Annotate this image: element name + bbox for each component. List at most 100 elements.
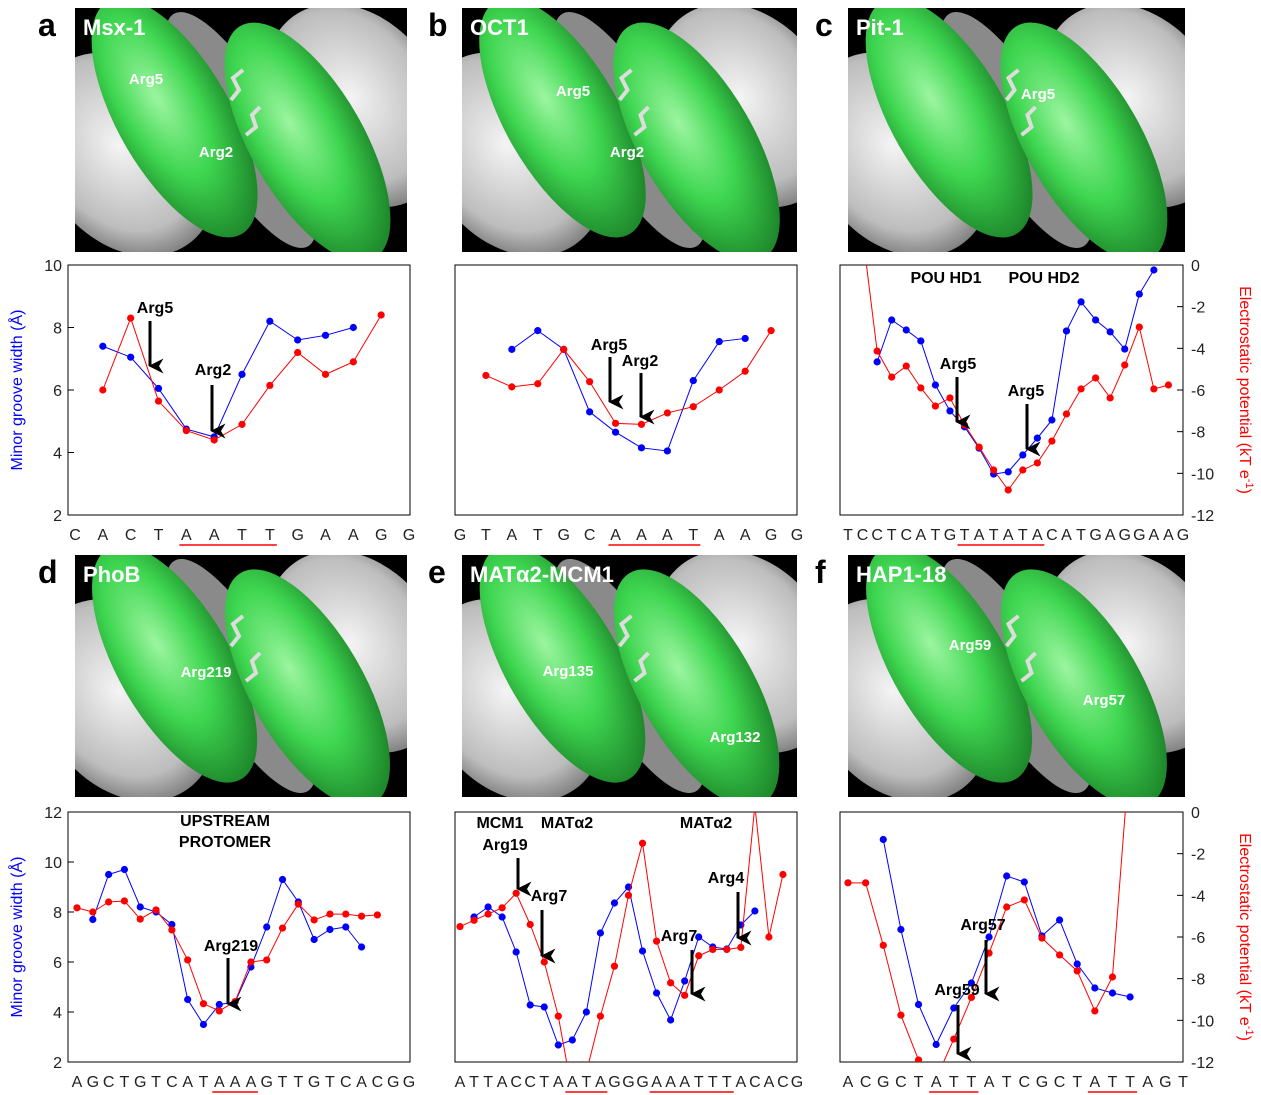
x-tick-label: A: [1061, 527, 1072, 544]
arginine-stick: [229, 614, 245, 648]
x-tick-label: A: [348, 527, 359, 544]
data-point: [1048, 437, 1056, 445]
x-tick-label: T: [581, 1074, 591, 1091]
dna-strand: [1000, 22, 1168, 252]
data-point: [667, 1016, 675, 1024]
x-tick-label: A: [182, 1074, 193, 1091]
y-tick-label: 10: [44, 855, 62, 872]
data-point: [498, 904, 506, 912]
data-point: [1073, 967, 1081, 975]
data-point: [321, 331, 330, 339]
dna-strand: [479, 8, 646, 238]
data-point: [89, 915, 97, 924]
x-tick-label: T: [708, 1074, 718, 1091]
data-point: [554, 1041, 562, 1049]
x-tick-label: T: [539, 1074, 549, 1091]
annotation: Arg19: [482, 837, 527, 854]
data-point: [498, 913, 506, 921]
data-point: [596, 1012, 605, 1020]
x-tick-label: T: [1125, 1074, 1135, 1091]
data-point: [342, 923, 350, 931]
x-tick-label: G: [291, 527, 303, 544]
data-point: [611, 419, 620, 427]
data-point: [1126, 993, 1134, 1001]
annotation: Arg5: [1008, 383, 1045, 400]
annotation: Arg57: [960, 917, 1005, 934]
data-point: [638, 839, 647, 847]
x-tick-label: C: [125, 527, 137, 544]
data-point: [560, 345, 568, 353]
x-tick-label: A: [214, 1074, 225, 1091]
y-tick-label: 8: [53, 321, 62, 338]
x-tick-label: C: [69, 527, 81, 544]
y2-tick-label: -2: [1191, 847, 1205, 864]
data-point: [1020, 878, 1028, 886]
data-point: [554, 1012, 562, 1020]
data-point: [663, 409, 671, 417]
x-tick-label: T: [151, 1074, 161, 1091]
data-point: [89, 908, 97, 916]
data-point: [154, 397, 163, 405]
x-tick-label: A: [1142, 1074, 1153, 1091]
data-point: [377, 311, 385, 319]
y2-axis-label-sup: -1: [1243, 1026, 1255, 1036]
x-tick-label: A: [636, 527, 647, 544]
dna-strand: [224, 569, 390, 797]
x-tick-label: A: [356, 1074, 367, 1091]
panel-letter: a: [38, 7, 56, 43]
data-point: [990, 466, 998, 474]
series-line: [848, 812, 1126, 1062]
y2-tick-label: -10: [1191, 1013, 1214, 1030]
data-point: [568, 1036, 576, 1044]
panel-title: Msx-1: [83, 15, 145, 40]
data-point: [950, 1035, 958, 1043]
data-point: [1003, 903, 1011, 911]
data-point: [765, 933, 773, 941]
data-point: [689, 377, 697, 385]
data-point: [1108, 973, 1117, 981]
data-point: [1004, 486, 1012, 494]
x-tick-label: T: [843, 527, 853, 544]
data-point: [1019, 451, 1027, 459]
arginine-stick: [633, 651, 650, 683]
annotation: Arg5: [940, 356, 977, 373]
x-tick-label: A: [507, 527, 518, 544]
x-tick-label: T: [1108, 1074, 1118, 1091]
x-tick-label: C: [860, 1074, 872, 1091]
structure-image: [848, 8, 1185, 252]
x-tick-label: T: [154, 527, 164, 544]
x-tick-label: A: [497, 1074, 508, 1091]
data-point: [512, 948, 520, 956]
data-point: [349, 358, 357, 366]
data-point: [199, 1020, 208, 1029]
y2-axis-label: Electrostatic potential (kT e-1): [1236, 286, 1255, 494]
residue-label: Arg135: [543, 663, 594, 680]
data-point: [1038, 934, 1046, 942]
data-point: [326, 925, 334, 934]
x-tick-label: T: [1178, 1074, 1188, 1091]
x-tick-label: T: [949, 1074, 959, 1091]
y2-tick-label: -10: [1191, 466, 1214, 483]
x-tick-label: A: [553, 1074, 564, 1091]
data-point: [184, 956, 192, 964]
x-tick-label: A: [931, 1074, 942, 1091]
data-point: [902, 362, 910, 370]
x-tick-label: T: [483, 1074, 493, 1091]
data-point: [844, 879, 852, 887]
x-tick-label: A: [567, 1074, 578, 1091]
x-tick-label: G: [944, 527, 956, 544]
x-tick-label: G: [877, 1074, 889, 1091]
data-point: [263, 923, 271, 931]
data-point: [582, 1008, 590, 1016]
data-point: [1048, 416, 1056, 424]
structure-body: [75, 555, 407, 797]
data-point: [652, 937, 661, 945]
structure-image: [848, 555, 1185, 797]
data-point: [484, 903, 492, 911]
data-point: [294, 348, 302, 357]
data-point: [1077, 385, 1085, 393]
annotation: Arg59: [934, 982, 979, 999]
annotation: Arg7: [531, 888, 568, 905]
data-point: [1062, 410, 1071, 418]
data-point: [946, 407, 954, 415]
